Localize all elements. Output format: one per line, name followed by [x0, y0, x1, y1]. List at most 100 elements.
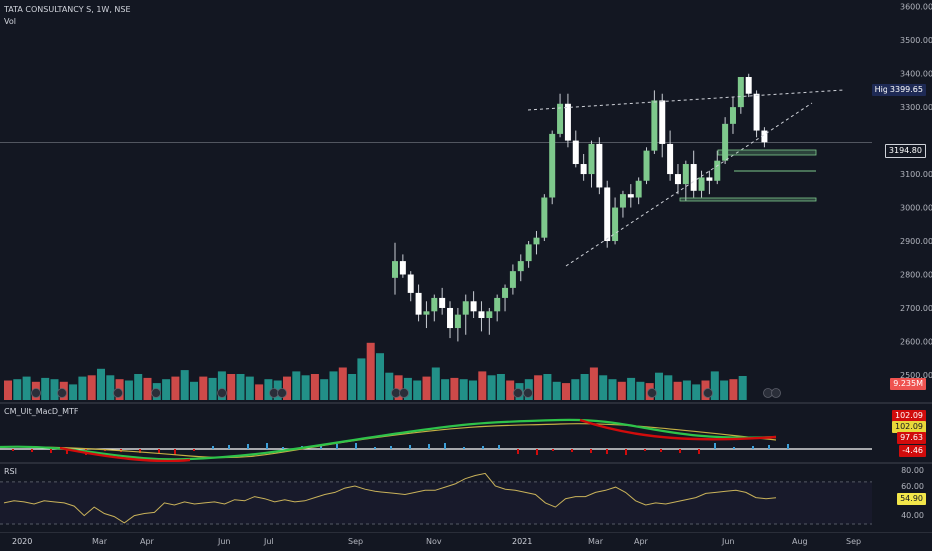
macd-pane[interactable]: CM_Ult_MacD_MTF 102.09 102.09 97.63 -4.4…	[0, 404, 932, 462]
volume-bar	[264, 379, 273, 400]
volume-bar	[255, 384, 264, 400]
volume-bar	[534, 375, 543, 400]
event-marker-icon	[523, 388, 533, 398]
time-axis-label: Sep	[348, 537, 364, 546]
rsi-line	[3, 472, 777, 524]
price-tick-label: 2500.00	[900, 371, 932, 380]
volume-bar	[13, 379, 22, 400]
macd-histogram-bar	[590, 449, 592, 453]
candle-body	[423, 311, 430, 315]
event-marker-icon	[647, 388, 657, 398]
macd-value-4: -4.46	[899, 445, 926, 457]
price-tick-label: 3400.00	[900, 70, 932, 79]
volume-bar	[403, 377, 412, 400]
volume-bar	[385, 372, 394, 400]
candle-body	[674, 174, 681, 185]
time-axis[interactable]: 2020 Mar Apr Jun Jul Sep Nov 2021 Mar Apr Jun Aug Se…	[0, 532, 932, 551]
pane-separator[interactable]	[0, 462, 932, 464]
volume-bar	[608, 379, 617, 400]
macd-histogram-bar	[212, 446, 214, 449]
support-zone	[679, 197, 817, 202]
time-axis-label: 2020	[12, 537, 33, 546]
macd-histogram-bar	[336, 444, 338, 449]
volume-bar	[571, 379, 580, 400]
candle-body	[392, 261, 398, 278]
event-marker-icon	[217, 388, 227, 398]
volume-bar	[283, 376, 291, 400]
macd-signal-line	[0, 423, 777, 459]
volume-bar	[664, 375, 673, 400]
volume-bar	[413, 380, 422, 400]
rsi-value-badge: 54.90	[897, 493, 926, 505]
candle-body	[564, 103, 571, 141]
candle-body	[659, 100, 666, 144]
candle-body	[517, 261, 524, 272]
macd-histogram-bar	[282, 447, 284, 449]
volume-bar	[431, 367, 440, 400]
volume-bar	[162, 379, 171, 400]
volume-bar	[450, 377, 459, 400]
volume-bar	[245, 376, 254, 400]
volume-bar	[208, 377, 217, 400]
volume-bar	[673, 381, 682, 400]
volume-bar	[692, 384, 701, 400]
event-marker-icon	[277, 388, 287, 398]
volume-bar	[180, 370, 189, 400]
volume-bar	[338, 367, 347, 400]
time-axis-label: Mar	[92, 537, 108, 546]
macd-histogram-bar	[158, 449, 160, 454]
price-tick-label: 2800.00	[900, 270, 932, 279]
rsi-tick-40: 40.00	[901, 511, 924, 520]
volume-bar	[22, 376, 31, 400]
price-tick-label: 3000.00	[900, 204, 932, 213]
price-tick-label: 3500.00	[900, 36, 932, 45]
volume-bar	[376, 353, 384, 400]
volume-bar	[627, 377, 636, 400]
macd-histogram-bar	[428, 444, 430, 449]
candle-body	[604, 187, 611, 242]
volume-bar	[69, 384, 78, 400]
candle-body	[462, 301, 469, 315]
macd-histogram-bar	[606, 449, 608, 454]
volume-bar	[4, 380, 12, 400]
volume-bar	[710, 371, 719, 400]
volume-bar	[496, 374, 505, 400]
time-axis-label: Jul	[264, 537, 274, 546]
price-pane[interactable]: 3600.00 3500.00 3400.00 3300.00 3100.00 3000.…	[0, 0, 932, 402]
price-chart[interactable]: 3600.00 3500.00 3400.00 3300.00 3100.00 3000.…	[0, 0, 932, 402]
rsi-chart[interactable]	[0, 464, 932, 532]
macd-histogram-bar	[139, 449, 141, 453]
macd-histogram-bar	[625, 449, 627, 455]
candle-body	[722, 123, 729, 161]
rsi-pane[interactable]: RSI 80.00 60.00 40.00 54.90	[0, 464, 932, 532]
rsi-title: RSI	[4, 467, 17, 476]
volume-bar	[97, 368, 105, 400]
candle-body	[509, 271, 516, 288]
time-axis-label: Apr	[634, 537, 648, 546]
volume-bar	[78, 376, 87, 400]
macd-histogram-bar	[320, 445, 322, 449]
volume-value-badge: 9.235M	[890, 378, 926, 390]
event-marker-icon	[771, 388, 781, 398]
macd-histogram-bar	[644, 449, 646, 451]
candle-body	[753, 93, 760, 131]
macd-line-bear-segment	[59, 446, 191, 462]
macd-histogram-bar	[31, 449, 33, 452]
candle-body	[541, 197, 548, 238]
macd-histogram-bar	[517, 449, 519, 454]
macd-histogram-bar	[174, 449, 176, 455]
macd-histogram-bar	[374, 447, 376, 449]
macd-histogram-bar	[714, 443, 716, 449]
price-tick-label: 3300.00	[900, 103, 932, 112]
volume-bar	[143, 377, 152, 400]
time-axis-label: 2021	[512, 537, 533, 546]
event-marker-icon	[151, 388, 161, 398]
candle-body	[502, 287, 509, 298]
pane-separator[interactable]	[0, 402, 932, 404]
time-axis-label: Jun	[722, 537, 735, 546]
time-axis-label: Mar	[588, 537, 604, 546]
macd-chart[interactable]	[0, 404, 932, 462]
price-tick-label: 2700.00	[900, 304, 932, 313]
volume-bar	[422, 376, 431, 400]
volume-bar	[41, 377, 50, 400]
